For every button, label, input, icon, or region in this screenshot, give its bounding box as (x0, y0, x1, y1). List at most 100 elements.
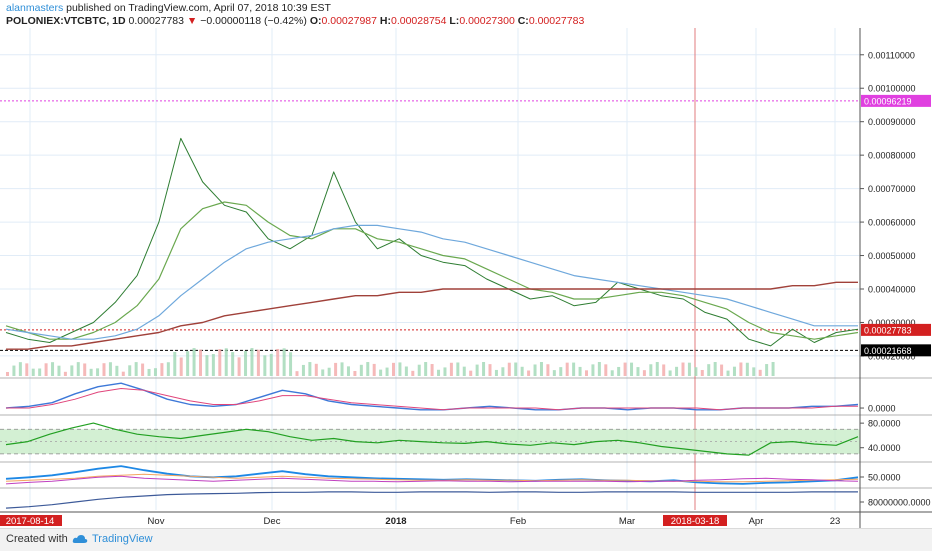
axes-layer: 0.00110000 0.00100000 0.00090000 0.00080000… (0, 28, 932, 528)
volume-bar (501, 367, 505, 376)
volume-bar (726, 370, 730, 376)
volume-bar (392, 362, 395, 376)
volume-bar (70, 365, 74, 376)
volume-bar (610, 370, 614, 376)
volume-bar (372, 363, 376, 376)
volume-bar (38, 368, 42, 376)
close-value: 0.00027783 (528, 15, 585, 27)
price-label-text: 0.00027783 (864, 325, 912, 335)
volume-bar (488, 364, 492, 376)
price-label-text: 0.00096219 (864, 96, 912, 106)
volume-bar (642, 370, 646, 376)
volume-bar (153, 368, 157, 376)
tradingview-cloud-icon (72, 535, 88, 543)
author-link[interactable]: alanmasters (6, 2, 64, 14)
volume-bar (507, 362, 511, 376)
volume-bar (449, 362, 453, 376)
volume-bar (134, 362, 138, 376)
volume-bar (218, 349, 222, 376)
volume-bar (675, 366, 679, 376)
volume-bar (469, 370, 473, 376)
volume-bar (63, 371, 67, 376)
symbol-label: POLONIEX:VTCBTC, 1D (6, 15, 126, 27)
volume-bar (327, 367, 331, 376)
open-value: 0.00027987 (321, 15, 377, 27)
volume-bar (379, 369, 383, 376)
volume-bar (211, 354, 215, 376)
volume-bar (173, 351, 177, 376)
volume-bar (411, 370, 415, 376)
volume-bar (51, 362, 55, 376)
x-tick-label: Dec (264, 516, 281, 527)
price-label-box (861, 323, 931, 336)
volume-bar (720, 364, 724, 376)
volume-bar (199, 349, 202, 376)
volume-bar (430, 364, 434, 376)
volume-bar (301, 364, 305, 376)
rsi-series-line (5, 422, 859, 456)
x-tick-label: Feb (510, 516, 526, 527)
volume-bar (636, 367, 640, 376)
volume-bar (31, 368, 35, 376)
volume-bar (192, 348, 196, 376)
y-tick-label: 80000000.0000 (868, 498, 931, 508)
volume-bar (308, 362, 312, 376)
volume-bar (520, 366, 524, 376)
volume-bar (681, 362, 685, 376)
y-tick-label: 0.00030000 (868, 318, 916, 328)
y-tick-label: 50.0000 (868, 473, 901, 483)
volume-bar (244, 351, 248, 376)
volume-bar (443, 367, 447, 376)
volume-bar (205, 355, 209, 376)
low-label: L: (449, 15, 460, 27)
volume-bar (237, 357, 241, 376)
volume-bar (289, 352, 293, 376)
volume-bar (713, 362, 717, 376)
volume-bar (404, 366, 408, 376)
y-tick-label: 0.00060000 (868, 218, 916, 228)
x-tick-label: Mar (619, 516, 635, 527)
volume-bar (732, 366, 736, 376)
volume-bar (765, 364, 769, 376)
tradingview-brand-link[interactable]: TradingView (92, 533, 153, 545)
grid-lines (0, 28, 932, 513)
volume-bar (353, 370, 357, 376)
high-label: H: (379, 15, 391, 27)
volume-bar (649, 364, 653, 376)
x-tick-label: 2018-03-18 (671, 516, 720, 527)
x-tick-label: 23 (830, 516, 841, 527)
dmi-series-line (5, 465, 859, 485)
volume-bar (83, 363, 87, 376)
close-label: C: (517, 15, 529, 27)
volume-bar (424, 362, 428, 376)
volume-bar (250, 348, 254, 376)
volume-bar (108, 362, 112, 376)
volume-bar (771, 362, 775, 376)
price-label-box (861, 94, 931, 107)
price-series-line (5, 224, 858, 340)
volume-bar (115, 365, 119, 376)
x-tick-label: 2017-08-14 (6, 516, 55, 527)
volume-bar (552, 370, 556, 376)
volume-bar (559, 367, 563, 376)
y-tick-label: 0.00110000 (868, 50, 915, 60)
volume-bar (739, 362, 743, 376)
volume-bar (44, 363, 48, 376)
volume-bar (179, 357, 183, 376)
volume-bar (96, 368, 100, 376)
low-value: 0.00027300 (459, 15, 515, 27)
volume-bar (12, 365, 16, 376)
volume-bar (76, 362, 80, 376)
created-with-text: Created with (6, 533, 68, 545)
volume-bar (102, 363, 106, 376)
price-label-text: 0.00021668 (864, 346, 912, 356)
volume-bar (597, 362, 601, 376)
volume-bar (758, 369, 762, 376)
macd-series-line (6, 388, 858, 411)
open-label: O: (309, 15, 322, 27)
down-arrow-icon: ▼ (186, 15, 198, 27)
chart-area[interactable]: 0.00110000 0.00100000 0.00090000 0.00080000… (0, 28, 932, 528)
volume-bar (256, 349, 260, 376)
ohlc-line: POLONIEX:VTCBTC, 1D 0.00027783 ▼ −0.0000… (6, 15, 584, 27)
x-tick-label: 2018 (385, 516, 406, 527)
